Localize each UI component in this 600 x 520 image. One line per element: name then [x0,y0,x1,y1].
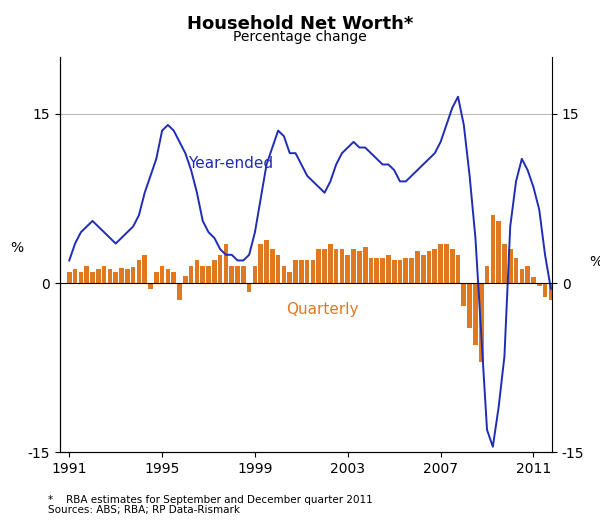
Bar [107,269,112,283]
Bar [73,269,77,283]
Bar [224,243,228,283]
Bar [363,247,368,283]
Bar [427,251,431,283]
Bar [137,261,141,283]
Bar [334,249,338,283]
Bar [421,255,425,283]
Bar [322,249,327,283]
Bar [305,261,310,283]
Bar [473,283,478,345]
Bar [496,221,501,283]
Bar [102,266,106,283]
Bar [357,251,362,283]
Bar [241,266,245,283]
Bar [259,243,263,283]
Bar [148,283,153,289]
Text: *    RBA estimates for September and December quarter 2011: * RBA estimates for September and Decemb… [48,495,373,505]
Bar [444,243,449,283]
Text: Quarterly: Quarterly [286,302,359,317]
Bar [194,261,199,283]
Bar [467,283,472,328]
Bar [514,258,518,283]
Bar [264,240,269,283]
Bar [253,266,257,283]
Bar [206,266,211,283]
Bar [392,261,397,283]
Bar [293,261,298,283]
Bar [531,277,536,283]
Bar [398,261,403,283]
Bar [119,268,124,283]
Bar [212,261,217,283]
Bar [189,266,193,283]
Bar [340,249,344,283]
Bar [311,261,315,283]
Bar [229,266,234,283]
Bar [85,266,89,283]
Bar [433,249,437,283]
Bar [508,249,512,283]
Bar [172,272,176,283]
Bar [526,266,530,283]
Text: Year-ended: Year-ended [188,156,273,171]
Bar [235,266,240,283]
Bar [520,269,524,283]
Bar [502,243,507,283]
Bar [218,255,223,283]
Bar [177,283,182,300]
Bar [491,215,495,283]
Bar [270,249,275,283]
Bar [455,255,460,283]
Bar [142,255,147,283]
Bar [328,243,332,283]
Bar [67,272,71,283]
Bar [160,266,164,283]
Bar [461,283,466,306]
Y-axis label: %: % [10,241,23,255]
Text: Percentage change: Percentage change [233,30,367,44]
Bar [368,258,373,283]
Bar [154,272,158,283]
Bar [166,269,170,283]
Bar [543,283,547,296]
Bar [200,266,205,283]
Bar [409,258,414,283]
Text: Household Net Worth*: Household Net Worth* [187,15,413,33]
Bar [403,258,408,283]
Bar [79,272,83,283]
Bar [276,255,280,283]
Bar [374,258,379,283]
Bar [485,266,490,283]
Bar [450,249,455,283]
Bar [96,269,101,283]
Bar [299,261,304,283]
Bar [287,272,292,283]
Y-axis label: %: % [589,255,600,269]
Bar [415,251,420,283]
Bar [386,255,391,283]
Text: Sources: ABS; RBA; RP Data-Rismark: Sources: ABS; RBA; RP Data-Rismark [48,505,240,515]
Bar [247,283,251,292]
Bar [113,272,118,283]
Bar [90,272,95,283]
Bar [438,243,443,283]
Bar [380,258,385,283]
Bar [125,269,130,283]
Bar [351,249,356,283]
Bar [183,276,188,283]
Bar [281,266,286,283]
Bar [537,283,542,287]
Bar [479,283,484,362]
Bar [131,267,136,283]
Bar [316,249,321,283]
Bar [548,283,553,300]
Bar [346,255,350,283]
